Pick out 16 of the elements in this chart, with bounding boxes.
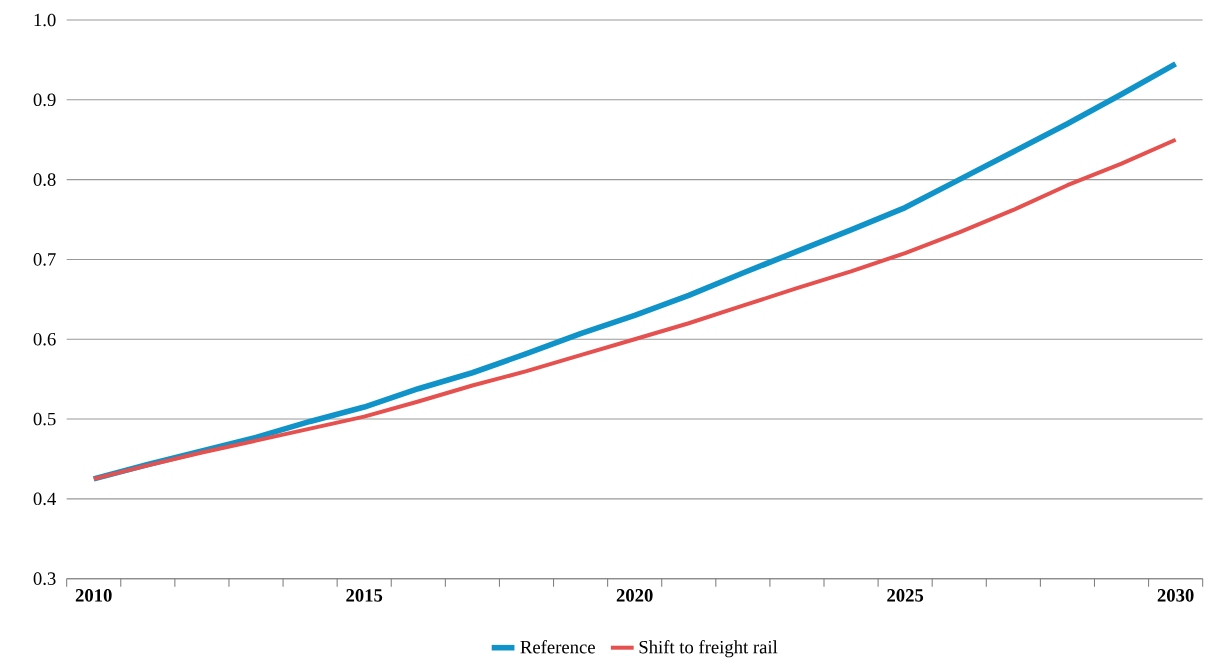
y-tick-label: 0.4 xyxy=(33,492,56,506)
y-tick-label: 0.6 xyxy=(33,333,56,346)
x-tick-label: 2020 xyxy=(616,589,653,602)
line-series xyxy=(91,137,1178,482)
x-tick-label: 2025 xyxy=(887,589,924,602)
y-tick-label: 0.5 xyxy=(33,412,56,426)
x-tick-label: 2030 xyxy=(1157,589,1194,602)
y-tick-label: 1.0 xyxy=(34,13,56,27)
x-tick-label: 2010 xyxy=(75,589,112,602)
y-tick-label: 0.8 xyxy=(33,173,56,187)
x-tick-label: 2015 xyxy=(346,589,383,602)
legend-label: Reference xyxy=(520,640,595,654)
y-tick-label: 0.7 xyxy=(33,253,56,266)
y-tick-label: 0.3 xyxy=(33,572,56,586)
y-tick-label: 0.9 xyxy=(33,93,56,107)
legend-label: Shift to freight rail xyxy=(639,640,778,658)
